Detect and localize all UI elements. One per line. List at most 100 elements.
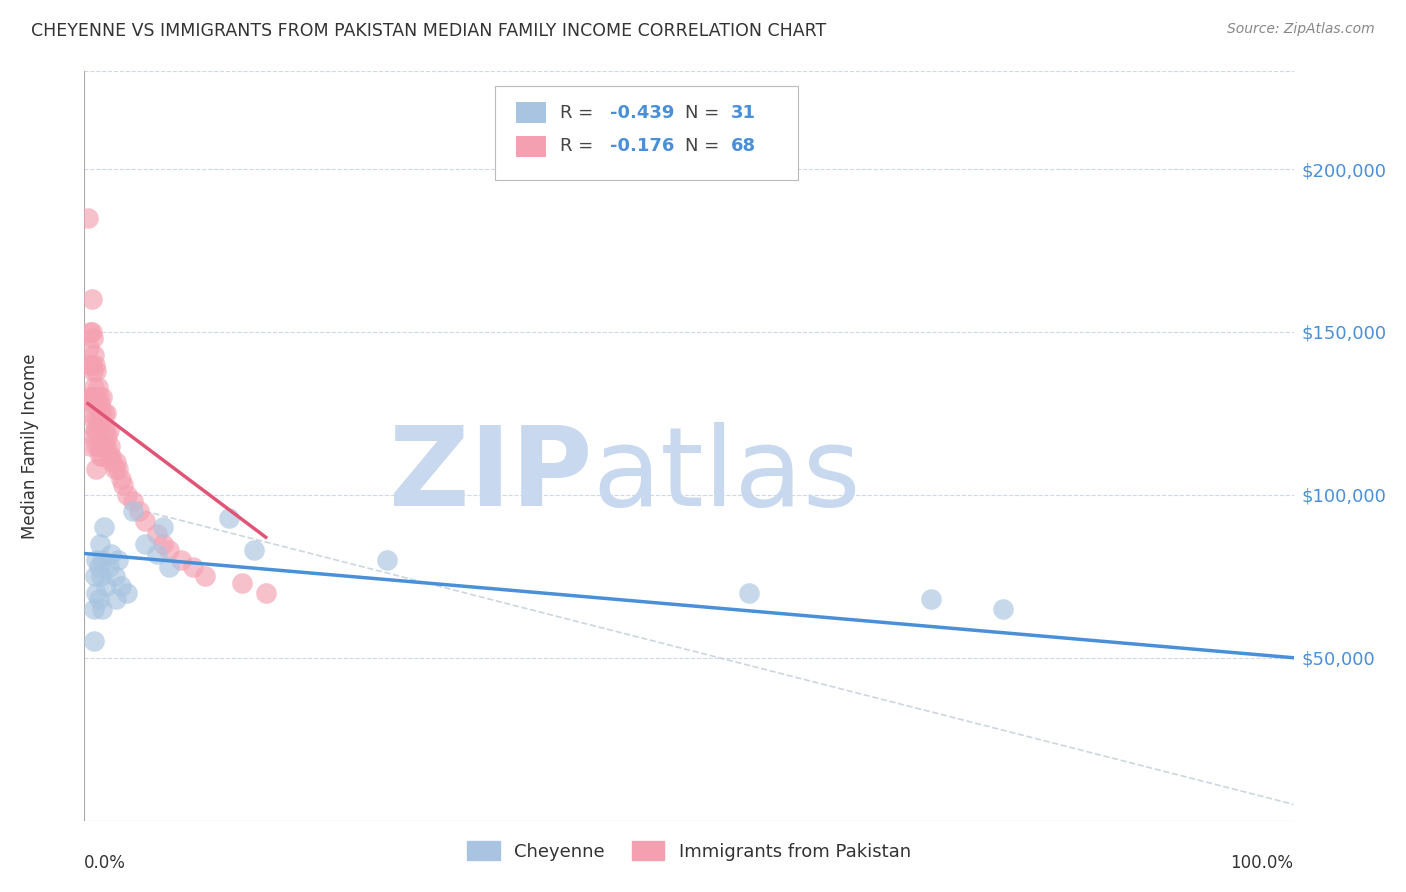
Point bbox=[82, 397, 104, 411]
Point bbox=[107, 462, 129, 476]
Point bbox=[242, 543, 264, 558]
Point bbox=[101, 455, 124, 469]
Point bbox=[146, 547, 169, 561]
Point bbox=[79, 358, 101, 372]
Point bbox=[86, 364, 108, 378]
Point bbox=[84, 358, 107, 372]
Point bbox=[79, 325, 101, 339]
Point bbox=[993, 602, 1015, 616]
Point bbox=[87, 439, 110, 453]
Point bbox=[86, 462, 108, 476]
Point bbox=[97, 423, 120, 437]
Point bbox=[87, 592, 110, 607]
Text: atlas: atlas bbox=[592, 423, 860, 530]
Point bbox=[86, 553, 108, 567]
Point bbox=[100, 547, 122, 561]
Point bbox=[79, 406, 101, 420]
Point bbox=[89, 423, 111, 437]
Point bbox=[121, 494, 143, 508]
Point bbox=[83, 348, 105, 362]
Point bbox=[375, 553, 398, 567]
Point bbox=[134, 514, 156, 528]
Point bbox=[97, 449, 120, 463]
Point bbox=[82, 364, 104, 378]
Point bbox=[91, 449, 114, 463]
Point bbox=[77, 341, 100, 355]
Point bbox=[115, 585, 138, 599]
Text: -0.176: -0.176 bbox=[610, 137, 675, 155]
Point bbox=[93, 520, 115, 534]
Point bbox=[104, 569, 127, 583]
Point bbox=[104, 455, 127, 469]
Point bbox=[157, 559, 180, 574]
Point bbox=[110, 579, 132, 593]
Text: R =: R = bbox=[560, 103, 599, 121]
Text: 100.0%: 100.0% bbox=[1230, 855, 1294, 872]
Text: N =: N = bbox=[685, 103, 725, 121]
Point bbox=[97, 559, 120, 574]
Point bbox=[90, 406, 112, 420]
Point bbox=[128, 504, 150, 518]
Point bbox=[83, 634, 105, 648]
FancyBboxPatch shape bbox=[516, 102, 547, 123]
Point bbox=[738, 585, 761, 599]
Point bbox=[86, 423, 108, 437]
Point bbox=[83, 602, 105, 616]
Point bbox=[83, 413, 105, 427]
Point bbox=[79, 390, 101, 404]
Point bbox=[83, 380, 105, 394]
Point bbox=[110, 472, 132, 486]
Point bbox=[79, 439, 101, 453]
Point bbox=[87, 416, 110, 430]
Point bbox=[86, 413, 108, 427]
Point bbox=[89, 449, 111, 463]
Point bbox=[231, 575, 253, 590]
Point bbox=[94, 406, 117, 420]
Point bbox=[90, 439, 112, 453]
Point bbox=[218, 510, 240, 524]
Point bbox=[80, 293, 103, 307]
Point bbox=[94, 579, 117, 593]
Point bbox=[920, 592, 942, 607]
Point bbox=[82, 429, 104, 443]
Point bbox=[87, 559, 110, 574]
Text: N =: N = bbox=[685, 137, 725, 155]
Point bbox=[80, 390, 103, 404]
Point bbox=[77, 211, 100, 225]
Point bbox=[86, 397, 108, 411]
Point bbox=[146, 527, 169, 541]
Point bbox=[157, 543, 180, 558]
Point bbox=[86, 380, 108, 394]
Text: -0.439: -0.439 bbox=[610, 103, 675, 121]
Point bbox=[84, 569, 107, 583]
Point bbox=[89, 397, 111, 411]
Point bbox=[152, 520, 174, 534]
FancyBboxPatch shape bbox=[516, 136, 547, 157]
Point bbox=[181, 559, 204, 574]
Point bbox=[98, 439, 121, 453]
Text: 0.0%: 0.0% bbox=[84, 855, 127, 872]
Point bbox=[94, 439, 117, 453]
Text: ZIP: ZIP bbox=[389, 423, 592, 530]
Point bbox=[96, 429, 118, 443]
Point bbox=[100, 449, 122, 463]
Point bbox=[115, 488, 138, 502]
Point bbox=[80, 325, 103, 339]
Text: 31: 31 bbox=[731, 103, 756, 121]
Point bbox=[89, 537, 111, 551]
Text: Median Family Income: Median Family Income bbox=[21, 353, 39, 539]
Text: R =: R = bbox=[560, 137, 605, 155]
Point bbox=[84, 390, 107, 404]
Legend: Cheyenne, Immigrants from Pakistan: Cheyenne, Immigrants from Pakistan bbox=[460, 834, 918, 868]
Point bbox=[91, 602, 114, 616]
Point bbox=[93, 439, 115, 453]
Point bbox=[170, 553, 193, 567]
Point bbox=[121, 504, 143, 518]
Text: 68: 68 bbox=[731, 137, 756, 155]
Point bbox=[93, 406, 115, 420]
Point bbox=[254, 585, 277, 599]
Point bbox=[90, 569, 112, 583]
Point bbox=[86, 439, 108, 453]
Point bbox=[82, 331, 104, 345]
Point bbox=[104, 462, 127, 476]
